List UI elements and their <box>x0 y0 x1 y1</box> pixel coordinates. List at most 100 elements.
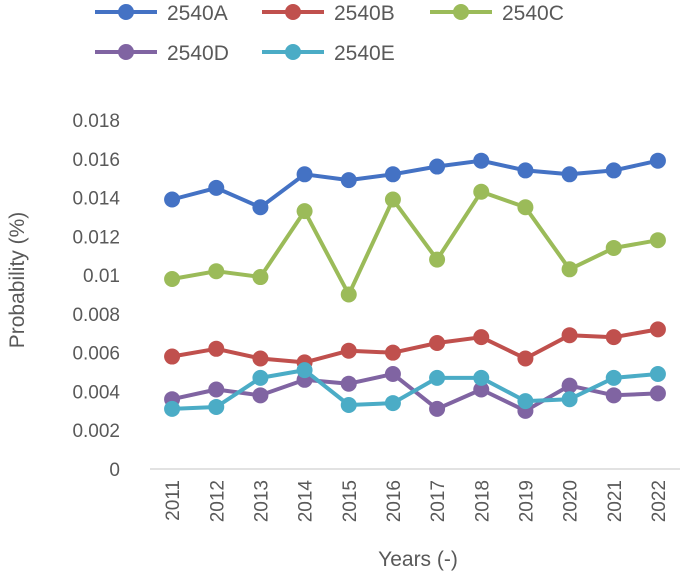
series-2540E <box>164 362 666 417</box>
data-point <box>208 398 225 415</box>
data-point <box>605 369 622 386</box>
y-tick-label: 0.004 <box>72 382 120 403</box>
x-tick-label: 2016 <box>384 480 405 522</box>
x-tick-label: 2012 <box>207 480 228 522</box>
data-point <box>605 329 622 346</box>
data-point <box>473 329 490 346</box>
legend-swatch-marker <box>285 4 301 20</box>
x-tick-label: 2018 <box>472 480 493 522</box>
legend-item: 2540E <box>262 42 395 65</box>
data-point <box>605 239 622 256</box>
plot-area <box>164 152 666 419</box>
legend-label: 2540C <box>502 2 564 25</box>
x-tick-label: 2020 <box>561 480 582 522</box>
series-2540B <box>164 321 666 371</box>
y-axis-title: Probability (%) <box>6 212 29 349</box>
data-point <box>561 166 578 183</box>
data-point <box>517 350 534 367</box>
data-point <box>517 393 534 410</box>
data-point <box>384 344 401 361</box>
legend-swatch-marker <box>453 4 469 20</box>
y-tick-label: 0 <box>109 460 120 481</box>
data-point <box>649 321 666 338</box>
y-tick-label: 0.008 <box>72 305 120 326</box>
data-point <box>561 261 578 278</box>
y-tick-label: 0.002 <box>72 421 120 442</box>
data-point <box>384 191 401 208</box>
data-point <box>208 381 225 398</box>
series-line <box>171 158 659 210</box>
series-2540C <box>164 183 666 303</box>
x-tick-label: 2015 <box>340 480 361 522</box>
data-point <box>429 400 446 417</box>
series-line <box>171 327 659 365</box>
legend-swatch-marker <box>118 44 134 60</box>
data-point <box>164 191 181 208</box>
x-axis: 2011 2012 2013 2014 2015 2016 2017 2018 2019 2020… <box>150 468 680 523</box>
data-point <box>649 365 666 382</box>
y-tick-label: 0.014 <box>72 189 120 210</box>
x-tick-label: 2017 <box>428 480 449 522</box>
legend-label: 2540B <box>334 2 395 25</box>
legend-swatch-marker <box>285 44 301 60</box>
y-tick-label: 0.006 <box>72 344 120 365</box>
y-tick-label: 0.01 <box>83 266 120 287</box>
legend-item: 2540C <box>430 2 564 25</box>
data-point <box>340 342 357 359</box>
y-tick-label: 0.012 <box>72 227 120 248</box>
series-2540A <box>164 152 666 216</box>
y-axis: 0 0.002 0.004 0.006 0.008 0.01 0.012 0.014 0.016… <box>72 111 120 481</box>
data-point <box>340 375 357 392</box>
series-line <box>171 189 659 297</box>
legend-label: 2540A <box>167 2 228 25</box>
data-point <box>473 381 490 398</box>
data-point <box>164 270 181 287</box>
data-point <box>649 385 666 402</box>
data-point <box>296 362 313 379</box>
x-axis-title: Years (-) <box>378 548 458 571</box>
data-point <box>605 162 622 179</box>
data-point <box>252 350 269 367</box>
data-point <box>649 232 666 249</box>
data-point <box>340 286 357 303</box>
data-point <box>340 172 357 189</box>
legend-item: 2540D <box>95 42 229 65</box>
data-point <box>208 179 225 196</box>
data-point <box>561 391 578 408</box>
data-point <box>561 327 578 344</box>
legend: 2540A 2540B 2540C 2540D 2540E <box>95 2 564 65</box>
data-point <box>429 334 446 351</box>
x-tick-label: 2011 <box>163 480 184 521</box>
data-point <box>384 365 401 382</box>
data-point <box>384 166 401 183</box>
data-point <box>473 152 490 169</box>
data-point <box>296 166 313 183</box>
y-tick-label: 0.016 <box>72 150 120 171</box>
legend-label: 2540D <box>167 42 229 65</box>
data-point <box>473 183 490 200</box>
data-point <box>164 400 181 417</box>
y-tick-label: 0.018 <box>72 111 120 132</box>
legend-label: 2540E <box>334 42 395 65</box>
data-point <box>605 387 622 404</box>
data-point <box>473 369 490 386</box>
data-point <box>649 152 666 169</box>
legend-item: 2540A <box>95 2 228 25</box>
data-point <box>164 348 181 365</box>
data-point <box>384 395 401 412</box>
legend-item: 2540B <box>262 2 395 25</box>
data-point <box>517 199 534 216</box>
x-tick-label: 2019 <box>516 480 537 522</box>
data-point <box>429 251 446 268</box>
x-tick-label: 2014 <box>296 480 317 523</box>
data-point <box>208 340 225 357</box>
data-point <box>252 387 269 404</box>
series-line <box>172 368 659 411</box>
data-point <box>429 369 446 386</box>
data-point <box>429 158 446 175</box>
data-point <box>296 203 313 220</box>
x-tick-label: 2021 <box>605 480 626 522</box>
x-tick-label: 2022 <box>649 480 670 522</box>
data-point <box>340 397 357 414</box>
